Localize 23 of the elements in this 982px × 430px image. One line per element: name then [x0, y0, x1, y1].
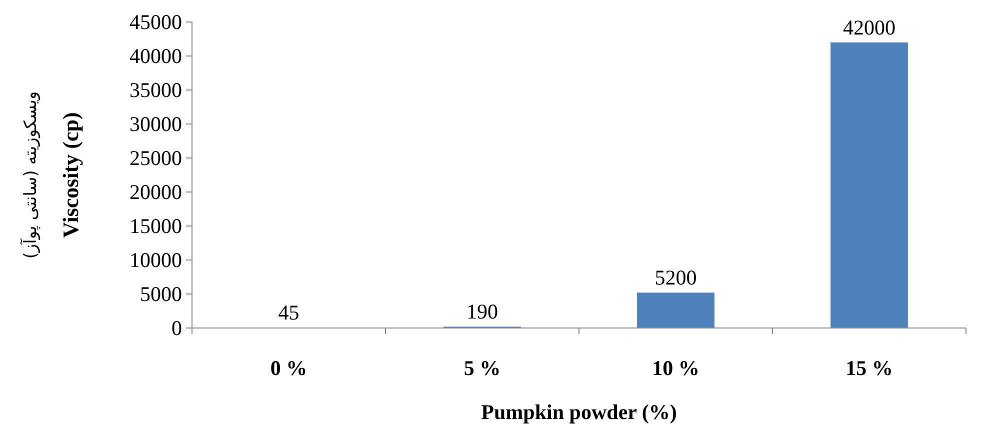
- x-tick-label: 10 %: [652, 356, 700, 380]
- data-label: 45: [278, 300, 300, 325]
- x-tick-label: 5 %: [464, 356, 501, 380]
- y-tick-label: 15000: [130, 214, 182, 238]
- data-label: 42000: [843, 15, 896, 40]
- data-label: 5200: [654, 266, 697, 290]
- y-tick-label: 20000: [130, 180, 182, 204]
- y-axis-title: Viscosity (cp): [58, 112, 83, 238]
- y-tick-label: 45000: [130, 10, 182, 34]
- bar: [830, 42, 908, 328]
- bar: [637, 292, 714, 328]
- y-tick-label: 35000: [130, 78, 182, 102]
- text: ویسکوزیته (سانتی پوآز): [20, 91, 41, 259]
- data-label: 190: [466, 300, 498, 324]
- y-tick-label: 5000: [140, 282, 182, 306]
- x-tick-label: 15 %: [846, 356, 893, 380]
- y-tick-label: 40000: [130, 44, 182, 68]
- y-tick-label: 10000: [130, 248, 182, 272]
- y-tick-label: 25000: [130, 146, 182, 170]
- y-tick-label: 30000: [130, 112, 182, 136]
- y-tick-label: 0: [172, 316, 182, 340]
- x-tick-label: 0 %: [270, 356, 308, 380]
- x-axis-title: Pumpkin powder (%): [481, 400, 677, 424]
